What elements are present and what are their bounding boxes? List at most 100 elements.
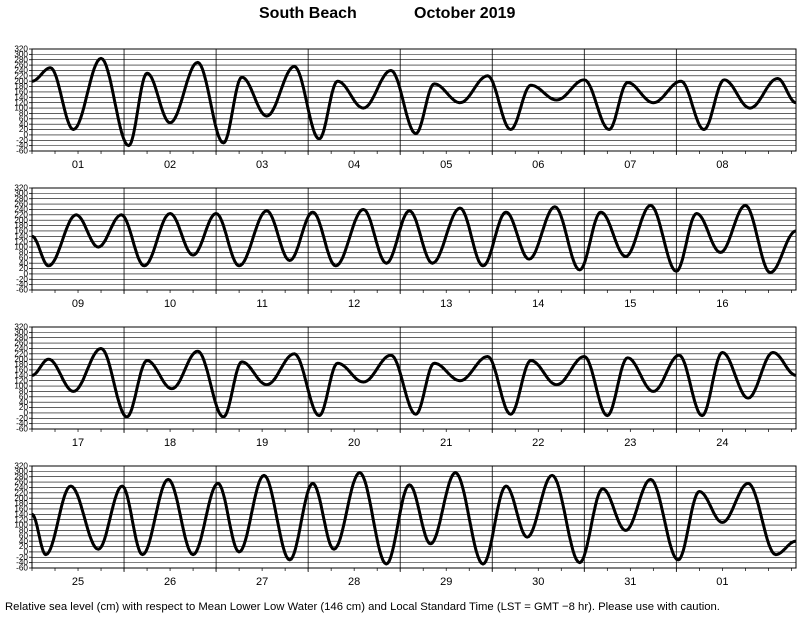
y-tick-label: 140 (14, 371, 28, 380)
y-tick-label: 0 (23, 269, 28, 278)
y-tick-label: 80 (19, 387, 29, 396)
y-tick-label: 300 (14, 50, 28, 59)
y-tick-label: 100 (14, 382, 28, 391)
y-tick-label: 240 (14, 66, 28, 75)
y-tick-label: 200 (14, 355, 28, 364)
y-tick-label: -40 (16, 419, 28, 428)
y-tick-label: 40 (19, 398, 29, 407)
day-label: 21 (440, 437, 452, 449)
day-label: 29 (440, 576, 452, 588)
day-label: 17 (72, 437, 84, 449)
day-label: 07 (624, 159, 636, 171)
y-tick-label: 80 (19, 109, 29, 118)
day-label: 20 (348, 437, 360, 449)
y-tick-label: 60 (19, 114, 29, 123)
y-tick-label: 20 (19, 542, 29, 551)
y-tick-label: -40 (16, 141, 28, 150)
day-label: 18 (164, 437, 176, 449)
y-tick-label: 200 (14, 494, 28, 503)
footer-note: Relative sea level (cm) with respect to … (5, 601, 720, 613)
y-tick-label: -40 (16, 558, 28, 567)
y-tick-label: 260 (14, 478, 28, 487)
y-tick-label: 60 (19, 392, 29, 401)
y-tick-label: 240 (14, 344, 28, 353)
y-tick-label: 140 (14, 93, 28, 102)
y-tick-label: 60 (19, 253, 29, 262)
y-tick-label: 320 (14, 184, 28, 193)
y-tick-label: 220 (14, 488, 28, 497)
y-tick-label: 220 (14, 349, 28, 358)
y-tick-label: 200 (14, 77, 28, 86)
y-tick-label: -40 (16, 280, 28, 289)
y-tick-label: 160 (14, 88, 28, 97)
y-tick-label: 220 (14, 210, 28, 219)
day-label: 23 (624, 437, 636, 449)
y-tick-label: 40 (19, 120, 29, 129)
y-tick-label: 260 (14, 339, 28, 348)
y-tick-label: -60 (16, 147, 28, 156)
day-label: 04 (348, 159, 360, 171)
chart-title-location: South Beach (259, 5, 357, 22)
y-tick-label: 160 (14, 505, 28, 514)
y-tick-label: 260 (14, 61, 28, 70)
tide-series-line (31, 203, 797, 275)
y-tick-label: 140 (14, 232, 28, 241)
day-label: 01 (716, 576, 728, 588)
day-label: 09 (72, 298, 84, 310)
day-label: 14 (532, 298, 544, 310)
day-label: 11 (256, 298, 267, 310)
y-tick-label: 240 (14, 205, 28, 214)
y-tick-label: 280 (14, 333, 28, 342)
tide-series-line (31, 56, 797, 148)
day-label: 01 (72, 159, 84, 171)
panel-frame (31, 465, 797, 569)
day-label: 26 (164, 576, 176, 588)
day-label: 30 (532, 576, 544, 588)
y-tick-label: 80 (19, 248, 29, 257)
day-label: 10 (164, 298, 176, 310)
panel-frame (31, 326, 797, 430)
y-tick-label: 60 (19, 531, 29, 540)
y-tick-label: 280 (14, 194, 28, 203)
y-tick-label: 220 (14, 71, 28, 80)
day-label: 16 (716, 298, 728, 310)
y-tick-label: 120 (14, 376, 28, 385)
y-tick-label: 160 (14, 366, 28, 375)
y-tick-label: 320 (14, 462, 28, 471)
y-tick-label: -20 (16, 136, 28, 145)
panel-frame (31, 187, 797, 291)
y-tick-label: 300 (14, 189, 28, 198)
day-label: 31 (624, 576, 636, 588)
day-label: 28 (348, 576, 360, 588)
y-tick-label: -60 (16, 425, 28, 434)
y-tick-label: 300 (14, 328, 28, 337)
day-label: 24 (716, 437, 728, 449)
y-tick-label: 120 (14, 98, 28, 107)
tide-chart: 3203002802602402202001801601401201008060… (14, 45, 797, 588)
day-label: 05 (440, 159, 452, 171)
y-tick-label: 180 (14, 360, 28, 369)
y-tick-label: 20 (19, 403, 29, 412)
panel-frame (31, 48, 797, 152)
y-tick-label: 20 (19, 125, 29, 134)
y-tick-label: 260 (14, 200, 28, 209)
y-tick-label: 20 (19, 264, 29, 273)
day-label: 13 (440, 298, 452, 310)
y-tick-label: 300 (14, 467, 28, 476)
y-tick-label: 100 (14, 521, 28, 530)
y-tick-label: 40 (19, 259, 29, 268)
y-tick-label: 200 (14, 216, 28, 225)
y-tick-label: 240 (14, 483, 28, 492)
y-tick-label: 320 (14, 323, 28, 332)
day-label: 12 (348, 298, 360, 310)
y-tick-label: 180 (14, 221, 28, 230)
y-tick-label: 180 (14, 499, 28, 508)
y-tick-label: 0 (23, 547, 28, 556)
day-label: 03 (256, 159, 268, 171)
day-label: 22 (532, 437, 544, 449)
y-tick-label: 120 (14, 515, 28, 524)
y-tick-label: -20 (16, 553, 28, 562)
day-label: 15 (624, 298, 636, 310)
day-label: 27 (256, 576, 268, 588)
day-label: 08 (716, 159, 728, 171)
